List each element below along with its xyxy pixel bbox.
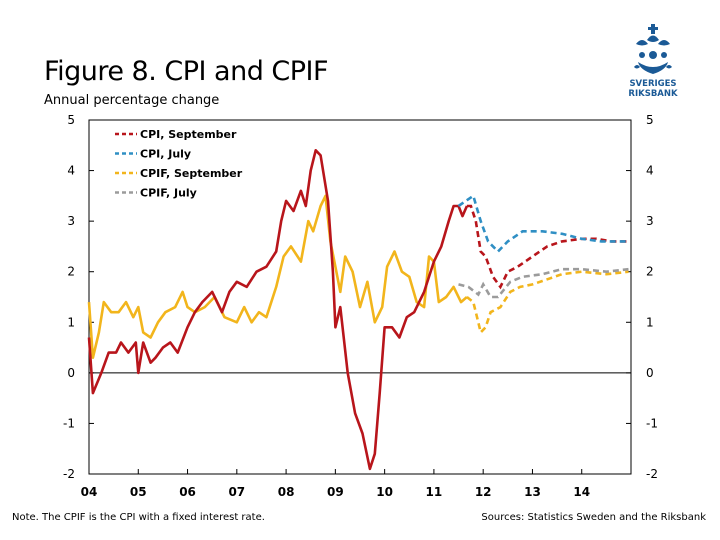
x-tick-label: 08 <box>278 485 295 499</box>
y-tick-label-right: 2 <box>646 265 654 279</box>
riksbank-crest-icon: SVERIGES RIKSBANK <box>628 24 678 99</box>
chart-note: Note. The CPIF is the CPI with a fixed i… <box>12 512 265 523</box>
logo-text-line2: RIKSBANK <box>628 89 678 99</box>
y-tick-label-right: 5 <box>646 113 654 127</box>
chart-sources: Sources: Statistics Sweden and the Riksb… <box>481 512 706 523</box>
y-tick-label-left: 4 <box>67 164 75 178</box>
x-tick-label: 11 <box>426 485 443 499</box>
series-line-cpi-september-forecast <box>466 204 629 290</box>
y-tick-label-right: 1 <box>646 315 654 329</box>
logo-text-line1: SVERIGES <box>629 79 676 89</box>
chart-subtitle: Annual percentage change <box>44 93 220 108</box>
x-tick-label: 04 <box>81 485 98 499</box>
y-tick-label-left: 2 <box>67 265 75 279</box>
y-tick-label-right: 3 <box>646 214 654 228</box>
y-tick-label-left: 3 <box>67 214 75 228</box>
plot-frame <box>88 119 632 475</box>
series-line-cpi-september-outcome <box>87 149 469 471</box>
x-tick-label: 14 <box>573 485 590 499</box>
chart-title: Figure 8. CPI and CPIF <box>44 56 329 87</box>
x-tick-label: 05 <box>130 485 147 499</box>
x-tick-label: 09 <box>327 485 344 499</box>
series-line-cpif-september-forecast <box>466 270 629 336</box>
x-tick-label: 10 <box>376 485 393 499</box>
x-tick-label: 13 <box>524 485 541 499</box>
y-tick-label-left: -1 <box>63 416 75 430</box>
series-line-cpi-july <box>457 193 629 254</box>
y-tick-label-right: 0 <box>646 366 654 380</box>
x-tick-label: 12 <box>475 485 492 499</box>
x-tick-label: 06 <box>179 485 196 499</box>
legend-label-cpif-september: CPIF, September <box>140 167 243 180</box>
y-tick-label-left: 5 <box>67 113 75 127</box>
legend-label-cpi-july: CPI, July <box>140 148 191 161</box>
y-tick-label-left: 0 <box>67 366 75 380</box>
legend-label-cpi-september: CPI, September <box>140 128 237 141</box>
y-tick-label-right: 4 <box>646 164 654 178</box>
y-tick-label-left: -2 <box>63 467 75 481</box>
series-line-cpif-september-outcome <box>87 194 468 359</box>
x-tick-label: 07 <box>228 485 245 499</box>
y-tick-label-right: -2 <box>646 467 658 481</box>
y-tick-label-right: -1 <box>646 416 658 430</box>
series-line-cpif-july <box>458 267 629 299</box>
y-tick-label-left: 1 <box>67 315 75 329</box>
legend-label-cpif-july: CPIF, July <box>140 187 197 200</box>
